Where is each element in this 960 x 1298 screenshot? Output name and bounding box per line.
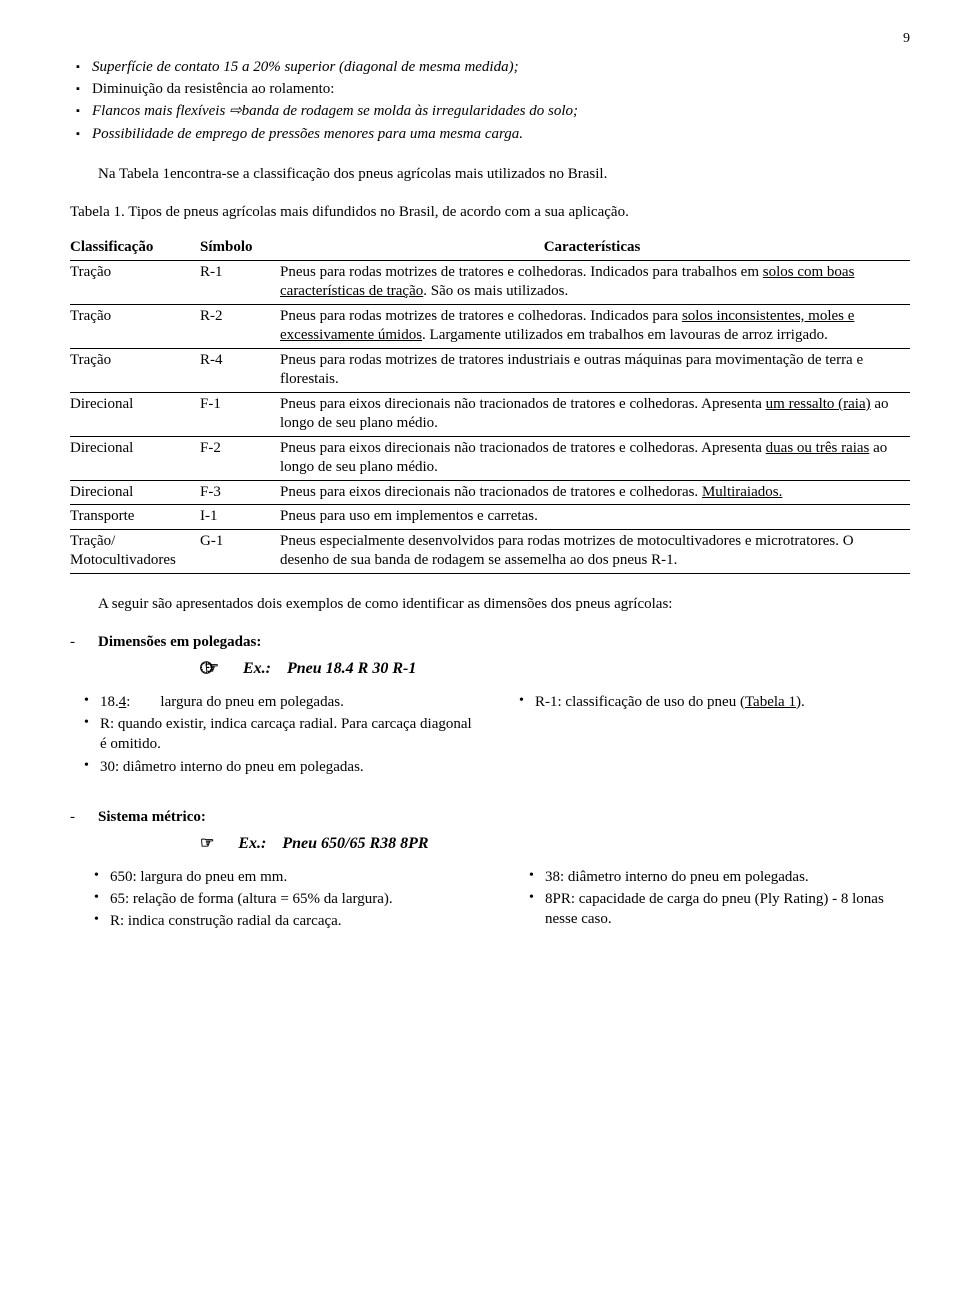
dash-marker: - <box>70 632 98 652</box>
text: ). <box>796 694 805 710</box>
page-number: 9 <box>70 30 910 49</box>
table-caption: Tabela 1. Tipos de pneus agrícolas mais … <box>70 202 910 222</box>
cell-class: Direcional <box>70 436 200 480</box>
table-row: DirecionalF-3Pneus para eixos direcionai… <box>70 480 910 505</box>
section-heading: - Sistema métrico: <box>70 807 910 827</box>
bullet-text: banda de rodagem se molda às irregularid… <box>242 103 578 119</box>
example-line: 🕒︎☞ Ex.: Pneu 18.4 R 30 R-1 <box>70 658 910 680</box>
classification-table: Classificação Símbolo Características Tr… <box>70 236 910 574</box>
cell-desc: Pneus para eixos direcionais não tracion… <box>280 436 910 480</box>
col-header: Símbolo <box>200 236 280 260</box>
cell-class: Tração/ Motocultivadores <box>70 529 200 573</box>
bullet-text: Diminuição da resistência ao rolamento: <box>92 81 334 97</box>
cell-symbol: F-2 <box>200 436 280 480</box>
table-header-row: Classificação Símbolo Características <box>70 236 910 260</box>
bullet-item: Flancos mais flexíveis ⇨banda de rodagem… <box>70 101 910 121</box>
dash-marker: - <box>70 807 98 827</box>
cell-symbol: G-1 <box>200 529 280 573</box>
detail-list: 38: diâmetro interno do pneu em polegada… <box>505 867 910 930</box>
bullet-text: Superfície de contato 15 a 20% superior … <box>92 59 519 75</box>
cell-desc: Pneus para uso em implementos e carretas… <box>280 505 910 530</box>
example-value: Pneu 650/65 R38 8PR <box>282 835 428 852</box>
cell-class: Tração <box>70 348 200 392</box>
list-item: R-1: classificação de uso do pneu (Tabel… <box>505 692 910 712</box>
two-column: 18.4: largura do pneu em polegadas. R: q… <box>70 692 910 779</box>
cell-class: Tração <box>70 304 200 348</box>
table-row: TraçãoR-4Pneus para rodas motrizes de tr… <box>70 348 910 392</box>
cell-symbol: F-1 <box>200 392 280 436</box>
list-item: 18.4: largura do pneu em polegadas. <box>70 692 475 712</box>
text: : <box>126 694 130 710</box>
detail-list: R-1: classificação de uso do pneu (Tabel… <box>505 692 910 712</box>
two-column: 650: largura do pneu em mm. 65: relação … <box>70 867 910 934</box>
text: largura do pneu em polegadas. <box>160 694 343 710</box>
detail-list: 18.4: largura do pneu em polegadas. R: q… <box>70 692 475 777</box>
bullet-text: Possibilidade de emprego de pressões men… <box>92 126 523 142</box>
table-row: TraçãoR-2Pneus para rodas motrizes de tr… <box>70 304 910 348</box>
list-item: R: indica construção radial da carcaça. <box>70 911 475 931</box>
text: 18. <box>100 694 119 710</box>
section-title: Dimensões em polegadas: <box>98 632 261 652</box>
table-row: DirecionalF-1Pneus para eixos direcionai… <box>70 392 910 436</box>
paragraph: Na Tabela 1encontra-se a classificação d… <box>70 164 910 184</box>
list-item: 8PR: capacidade de carga do pneu (Ply Ra… <box>505 889 910 930</box>
cell-symbol: R-4 <box>200 348 280 392</box>
list-item: 65: relação de forma (altura = 65% da la… <box>70 889 475 909</box>
cell-class: Transporte <box>70 505 200 530</box>
list-item: 38: diâmetro interno do pneu em polegada… <box>505 867 910 887</box>
bullet-item: Diminuição da resistência ao rolamento: <box>70 79 910 99</box>
list-item: 30: diâmetro interno do pneu em polegada… <box>70 757 475 777</box>
bullet-text: Flancos mais flexíveis <box>92 103 229 119</box>
list-item: R: quando existir, indica carcaça radial… <box>70 714 475 755</box>
col-header: Características <box>280 236 910 260</box>
cell-desc: Pneus para rodas motrizes de tratores in… <box>280 348 910 392</box>
example-label: Ex.: <box>243 660 271 677</box>
table-row: Tração/ MotocultivadoresG-1Pneus especia… <box>70 529 910 573</box>
example-line: ☞ Ex.: Pneu 650/65 R38 8PR <box>70 833 910 855</box>
table-row: TraçãoR-1Pneus para rodas motrizes de tr… <box>70 260 910 304</box>
example-value: Pneu 18.4 R 30 R-1 <box>287 660 416 677</box>
hand-icon: ☞ <box>200 835 214 852</box>
cell-symbol: F-3 <box>200 480 280 505</box>
cell-class: Tração <box>70 260 200 304</box>
detail-list: 650: largura do pneu em mm. 65: relação … <box>70 867 475 932</box>
cell-desc: Pneus para eixos direcionais não tracion… <box>280 480 910 505</box>
arrow-icon: ⇨ <box>229 102 242 119</box>
bullet-item: Superfície de contato 15 a 20% superior … <box>70 57 910 77</box>
cell-class: Direcional <box>70 392 200 436</box>
text: R-1: classificação de uso do pneu ( <box>535 694 745 710</box>
intro-bullets: Superfície de contato 15 a 20% superior … <box>70 57 910 144</box>
example-label: Ex.: <box>238 835 266 852</box>
hand-icon: ☞ <box>205 660 219 677</box>
paragraph: A seguir são apresentados dois exemplos … <box>70 594 910 614</box>
cell-symbol: R-2 <box>200 304 280 348</box>
col-header: Classificação <box>70 236 200 260</box>
cell-symbol: I-1 <box>200 505 280 530</box>
cell-desc: Pneus especialmente desenvolvidos para r… <box>280 529 910 573</box>
table-row: DirecionalF-2Pneus para eixos direcionai… <box>70 436 910 480</box>
section-heading: - Dimensões em polegadas: <box>70 632 910 652</box>
bullet-item: Possibilidade de emprego de pressões men… <box>70 124 910 144</box>
text: Tabela 1 <box>745 694 796 710</box>
table-row: TransporteI-1Pneus para uso em implement… <box>70 505 910 530</box>
list-item: 650: largura do pneu em mm. <box>70 867 475 887</box>
cell-symbol: R-1 <box>200 260 280 304</box>
cell-desc: Pneus para rodas motrizes de tratores e … <box>280 304 910 348</box>
cell-desc: Pneus para rodas motrizes de tratores e … <box>280 260 910 304</box>
cell-desc: Pneus para eixos direcionais não tracion… <box>280 392 910 436</box>
cell-class: Direcional <box>70 480 200 505</box>
section-title: Sistema métrico: <box>98 807 206 827</box>
